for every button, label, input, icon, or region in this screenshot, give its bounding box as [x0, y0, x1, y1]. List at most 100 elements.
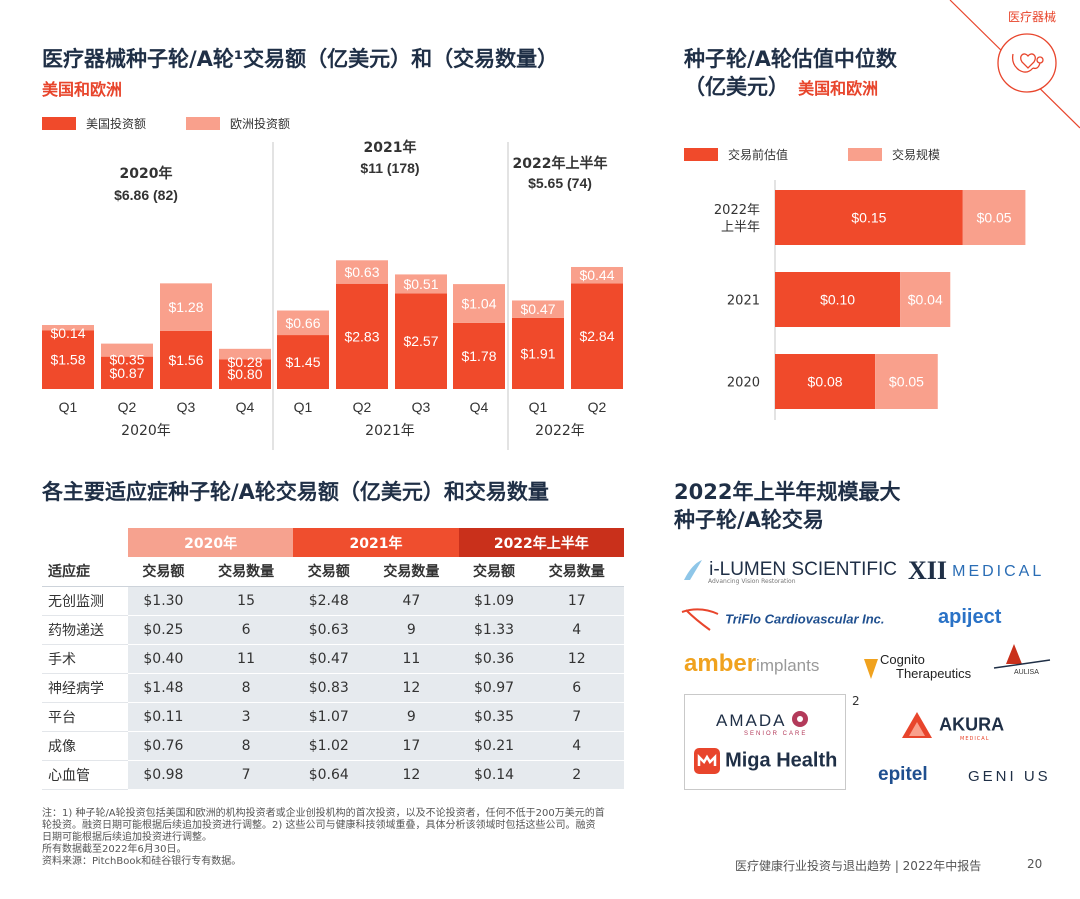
year-header-2022h1: 2022年上半年	[458, 528, 624, 557]
bar-us	[42, 330, 94, 389]
table-cell: $2.48	[293, 586, 365, 616]
table-cell: $1.02	[293, 731, 365, 761]
label-eu: $0.66	[285, 315, 320, 331]
table-cell: $0.64	[293, 760, 365, 790]
miga-logo-icon	[694, 748, 720, 774]
indication-table: 2020年 2021年 2022年上半年 适应症 交易额 交易数量 交易额 交易数量 交易…	[42, 528, 624, 790]
footnote-line: 注：1) 种子轮/A轮投资包括美国和欧洲的机构投资者或企业创投机构的首次投资，以…	[42, 808, 605, 819]
bar-us	[336, 283, 388, 389]
logo-apiject: apiject	[938, 606, 1002, 628]
row-indication-label: 神经病学	[42, 673, 128, 703]
label-eu: $0.44	[579, 267, 614, 283]
bar-eu	[160, 283, 212, 331]
bar-eu	[512, 300, 564, 318]
table-cell: 9	[364, 615, 459, 645]
akura-tagline: MEDICAL	[960, 736, 990, 742]
triflo-text: TriFlo Cardiovascular Inc.	[725, 611, 885, 627]
bar-premoney	[775, 354, 876, 409]
label-us: $2.83	[344, 328, 379, 344]
label-eu: $0.28	[227, 354, 262, 370]
table-row: 成像 $0.76 8 $1.02 17 $0.21 4	[42, 731, 624, 761]
right-chart-legend: 交易前估值 交易规模	[684, 146, 940, 163]
label-us: $0.80	[227, 366, 262, 382]
label-dealsize: $0.05	[977, 210, 1012, 226]
label-us: $0.87	[109, 365, 144, 381]
table-row: 神经病学 $1.48 8 $0.83 12 $0.97 6	[42, 673, 624, 703]
footnote-line: 资料来源：PitchBook和硅谷银行专有数据。	[42, 856, 242, 867]
row-indication-label: 心血管	[42, 760, 128, 790]
bar-eu	[42, 325, 94, 331]
label-eu: $0.35	[109, 352, 144, 368]
label-us: $1.78	[461, 348, 496, 364]
group-header-year: 2020年	[120, 165, 173, 182]
bar-eu	[277, 310, 329, 336]
label-premoney: $0.10	[820, 292, 855, 308]
table-cell: $0.97	[458, 673, 530, 703]
column-header: 交易额	[458, 557, 530, 587]
tick-label-year: 2022年	[535, 423, 585, 439]
legend-swatch-dealsize	[848, 148, 883, 161]
bar-dealsize	[962, 190, 1026, 245]
group-header-total: $5.65 (74)	[528, 175, 592, 191]
triflo-heart-icon	[681, 608, 719, 631]
table-cell: $1.09	[458, 586, 530, 616]
table-cell: 7	[529, 702, 624, 732]
table-cell: $0.83	[293, 673, 365, 703]
bar-premoney	[775, 272, 901, 327]
table-cell: $0.63	[293, 615, 365, 645]
xii-medical-text: MEDICAL	[952, 563, 1045, 580]
label-us: $1.56	[168, 352, 203, 368]
table-row: 心血管 $0.98 7 $0.64 12 $0.14 2	[42, 760, 624, 790]
bar-eu	[219, 348, 271, 360]
row-indication-label: 平台	[42, 702, 128, 732]
logo-xii-medical: XII MEDICAL	[908, 556, 1044, 586]
bar-us	[453, 322, 505, 389]
table-cell: $0.35	[458, 702, 530, 732]
ilumen-text: i-LUMEN SCIENTIFIC	[709, 559, 897, 580]
column-header: 交易额	[128, 557, 199, 587]
table-cell: 6	[198, 615, 294, 645]
tick-label-year: 2020年	[121, 423, 171, 439]
table-cell: 9	[364, 702, 459, 732]
bar-us	[571, 283, 623, 389]
footer-report-title: 医疗健康行业投资与退出趋势 | 2022年中报告	[735, 859, 982, 873]
table-cell: 8	[198, 731, 294, 761]
legend-label-dealsize: 交易规模	[892, 148, 941, 162]
logo-miga-health: Miga Health	[694, 748, 837, 774]
table-cell: $1.30	[128, 586, 199, 616]
bar-dealsize	[875, 354, 938, 409]
legend-swatch-us	[42, 117, 76, 130]
table-cell: $0.25	[128, 615, 199, 645]
aulisa-text: AULISA	[1014, 669, 1039, 676]
table-title: 各主要适应症种子轮/A轮交易额（亿美元）和交易数量	[42, 480, 549, 504]
ilumen-swoosh-icon	[684, 560, 702, 580]
table-cell: $1.33	[458, 615, 530, 645]
label-eu: $0.51	[403, 276, 438, 292]
legend-swatch-eu	[186, 117, 221, 130]
table-cell: 12	[364, 673, 459, 703]
bar-eu	[395, 274, 447, 294]
table-column-headers: 适应症 交易额 交易数量 交易额 交易数量 交易额 交易数量	[42, 557, 624, 587]
tick-label-period: 上半年	[721, 220, 760, 235]
bar-premoney	[775, 190, 963, 245]
tick-label-quarter: Q1	[59, 399, 78, 415]
bar-us	[160, 330, 212, 389]
table-cell: 17	[364, 731, 459, 761]
tick-label-quarter: Q4	[236, 399, 255, 415]
table-cell: 15	[198, 586, 294, 616]
tick-label-quarter: Q2	[118, 399, 137, 415]
bar-eu	[453, 284, 505, 323]
logo-aulisa: AULISA	[992, 642, 1052, 686]
label-us: $1.91	[520, 345, 555, 361]
right-chart-subtitle: 美国和欧洲	[798, 79, 879, 98]
label-eu: $1.28	[168, 299, 203, 315]
tick-label-quarter: Q4	[470, 399, 489, 415]
group-header-total: $11 (178)	[360, 160, 419, 176]
label-us: $2.84	[579, 328, 614, 344]
table-cell: 11	[364, 644, 459, 674]
right-chart-unit: （亿美元）	[684, 75, 789, 99]
label-eu: $1.04	[461, 295, 496, 311]
table-cell: $0.40	[128, 644, 199, 674]
label-dealsize: $0.05	[889, 374, 924, 390]
bar-eu	[571, 266, 623, 284]
